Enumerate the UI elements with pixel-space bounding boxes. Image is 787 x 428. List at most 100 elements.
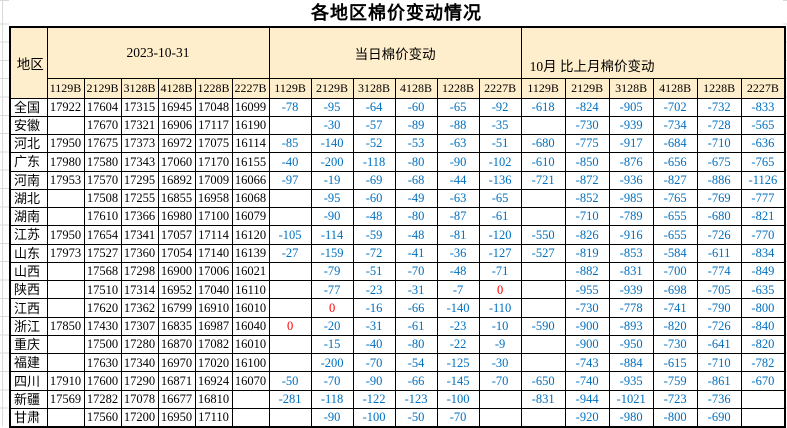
monthly-change-cell[interactable]: -680 bbox=[696, 207, 742, 227]
price-cell[interactable]: 16079 bbox=[231, 207, 270, 227]
monthly-change-cell[interactable]: -527 bbox=[520, 243, 566, 263]
grade-code-header[interactable]: 1228B bbox=[194, 77, 233, 99]
daily-change-cell[interactable]: -90 bbox=[310, 207, 354, 227]
monthly-change-cell[interactable]: -820 bbox=[740, 334, 786, 355]
daily-change-cell[interactable]: -118 bbox=[352, 152, 396, 172]
monthly-change-cell[interactable]: -635 bbox=[740, 280, 786, 300]
price-cell[interactable]: 17973 bbox=[46, 243, 85, 263]
grade-code-header[interactable]: 2129B bbox=[83, 77, 122, 99]
monthly-change-cell[interactable]: -710 bbox=[696, 353, 742, 373]
monthly-change-cell[interactable]: -876 bbox=[608, 152, 654, 172]
daily-change-cell[interactable]: -125 bbox=[436, 353, 480, 373]
price-cell[interactable]: 17170 bbox=[194, 152, 233, 172]
price-cell[interactable]: 17340 bbox=[120, 353, 159, 373]
daily-change-cell[interactable]: -23 bbox=[436, 316, 480, 336]
grade-code-header[interactable]: 1228B bbox=[696, 77, 742, 99]
monthly-change-cell[interactable]: -850 bbox=[564, 152, 610, 172]
monthly-change-cell[interactable]: -819 bbox=[564, 243, 610, 263]
price-cell[interactable]: 17321 bbox=[120, 115, 159, 136]
daily-change-cell[interactable]: -40 bbox=[352, 334, 396, 355]
price-cell[interactable]: 16906 bbox=[157, 115, 196, 136]
daily-change-cell[interactable]: -127 bbox=[478, 243, 522, 263]
price-cell[interactable]: 17315 bbox=[120, 97, 159, 117]
price-cell[interactable]: 16110 bbox=[231, 280, 270, 300]
daily-change-cell[interactable]: -80 bbox=[394, 152, 438, 172]
daily-change-cell[interactable]: -136 bbox=[478, 170, 522, 190]
grade-code-header[interactable]: 2129B bbox=[310, 77, 354, 99]
grade-code-header[interactable]: 1129B bbox=[268, 77, 312, 99]
daily-change-cell[interactable]: -61 bbox=[394, 316, 438, 336]
monthly-change-cell[interactable]: -800 bbox=[740, 298, 786, 318]
price-cell[interactable]: 17298 bbox=[120, 261, 159, 282]
daily-change-cell[interactable]: -88 bbox=[436, 115, 480, 136]
price-cell[interactable]: 16010 bbox=[231, 334, 270, 355]
price-cell[interactable] bbox=[46, 334, 85, 355]
monthly-change-cell[interactable]: -736 bbox=[696, 389, 742, 410]
price-cell[interactable]: 17082 bbox=[194, 334, 233, 355]
monthly-change-cell[interactable] bbox=[520, 298, 566, 318]
monthly-change-cell[interactable]: -618 bbox=[520, 97, 566, 117]
price-cell[interactable]: 17282 bbox=[83, 389, 122, 410]
daily-change-cell[interactable]: -63 bbox=[436, 188, 480, 209]
price-cell[interactable]: 16010 bbox=[231, 298, 270, 318]
price-cell[interactable]: 17295 bbox=[120, 170, 159, 190]
monthly-change-cell[interactable]: -882 bbox=[564, 261, 610, 282]
monthly-change-cell[interactable]: -824 bbox=[564, 97, 610, 117]
daily-change-cell[interactable]: -85 bbox=[268, 134, 312, 154]
price-cell[interactable]: 16950 bbox=[157, 408, 196, 428]
monthly-change-cell[interactable] bbox=[520, 353, 566, 373]
monthly-change-cell[interactable]: -728 bbox=[696, 115, 742, 136]
region-cell[interactable]: 广东 bbox=[9, 152, 48, 172]
daily-change-cell[interactable]: -95 bbox=[310, 97, 354, 117]
daily-change-cell[interactable]: -140 bbox=[436, 298, 480, 318]
daily-change-cell[interactable]: -120 bbox=[478, 225, 522, 245]
daily-change-cell[interactable]: -87 bbox=[436, 207, 480, 227]
price-cell[interactable]: 17620 bbox=[83, 298, 122, 318]
region-column-header[interactable]: 地区 bbox=[9, 26, 48, 99]
monthly-change-cell[interactable]: -936 bbox=[608, 170, 654, 190]
price-cell[interactable]: 17020 bbox=[194, 353, 233, 373]
price-cell[interactable]: 16070 bbox=[231, 371, 270, 391]
price-cell[interactable]: 17078 bbox=[120, 389, 159, 410]
price-cell[interactable]: 16972 bbox=[157, 134, 196, 154]
price-cell[interactable]: 17054 bbox=[157, 243, 196, 263]
daily-change-cell[interactable]: 0 bbox=[268, 316, 312, 336]
monthly-change-cell[interactable] bbox=[740, 408, 786, 428]
monthly-change-cell[interactable]: -827 bbox=[652, 170, 698, 190]
price-cell[interactable]: 17075 bbox=[194, 134, 233, 154]
daily-change-cell[interactable]: -27 bbox=[268, 243, 312, 263]
price-cell[interactable]: 17117 bbox=[194, 115, 233, 136]
price-cell[interactable]: 17314 bbox=[120, 280, 159, 300]
daily-change-cell[interactable] bbox=[268, 115, 312, 136]
daily-change-cell[interactable]: -15 bbox=[310, 334, 354, 355]
monthly-change-cell[interactable]: -700 bbox=[652, 261, 698, 282]
price-cell[interactable]: 17048 bbox=[194, 97, 233, 117]
daily-change-cell[interactable] bbox=[268, 280, 312, 300]
region-cell[interactable]: 安徽 bbox=[9, 115, 48, 136]
monthly-change-cell[interactable]: -710 bbox=[564, 207, 610, 227]
grade-code-header[interactable]: 2129B bbox=[564, 77, 610, 99]
daily-change-cell[interactable]: -70 bbox=[478, 371, 522, 391]
price-cell[interactable]: 17373 bbox=[120, 134, 159, 154]
monthly-change-cell[interactable] bbox=[520, 408, 566, 428]
monthly-change-cell[interactable]: -905 bbox=[608, 97, 654, 117]
daily-change-cell[interactable]: -41 bbox=[394, 243, 438, 263]
monthly-change-cell[interactable] bbox=[520, 115, 566, 136]
price-cell[interactable]: 17307 bbox=[120, 316, 159, 336]
price-cell[interactable]: 16120 bbox=[231, 225, 270, 245]
monthly-change-cell[interactable] bbox=[520, 188, 566, 209]
daily-change-cell[interactable]: -60 bbox=[352, 188, 396, 209]
price-cell[interactable] bbox=[46, 115, 85, 136]
price-cell[interactable]: 17580 bbox=[83, 152, 122, 172]
price-cell[interactable]: 17560 bbox=[83, 408, 122, 428]
daily-change-cell[interactable]: -31 bbox=[394, 280, 438, 300]
daily-change-cell[interactable]: -70 bbox=[436, 408, 480, 428]
daily-change-cell[interactable] bbox=[268, 353, 312, 373]
daily-change-cell[interactable]: -123 bbox=[394, 389, 438, 410]
grade-code-header[interactable]: 1228B bbox=[436, 77, 480, 99]
daily-change-cell[interactable]: -70 bbox=[310, 371, 354, 391]
monthly-change-cell[interactable]: -840 bbox=[740, 316, 786, 336]
price-cell[interactable]: 17140 bbox=[194, 243, 233, 263]
daily-change-cell[interactable]: -50 bbox=[394, 408, 438, 428]
monthly-change-cell[interactable]: -698 bbox=[652, 280, 698, 300]
